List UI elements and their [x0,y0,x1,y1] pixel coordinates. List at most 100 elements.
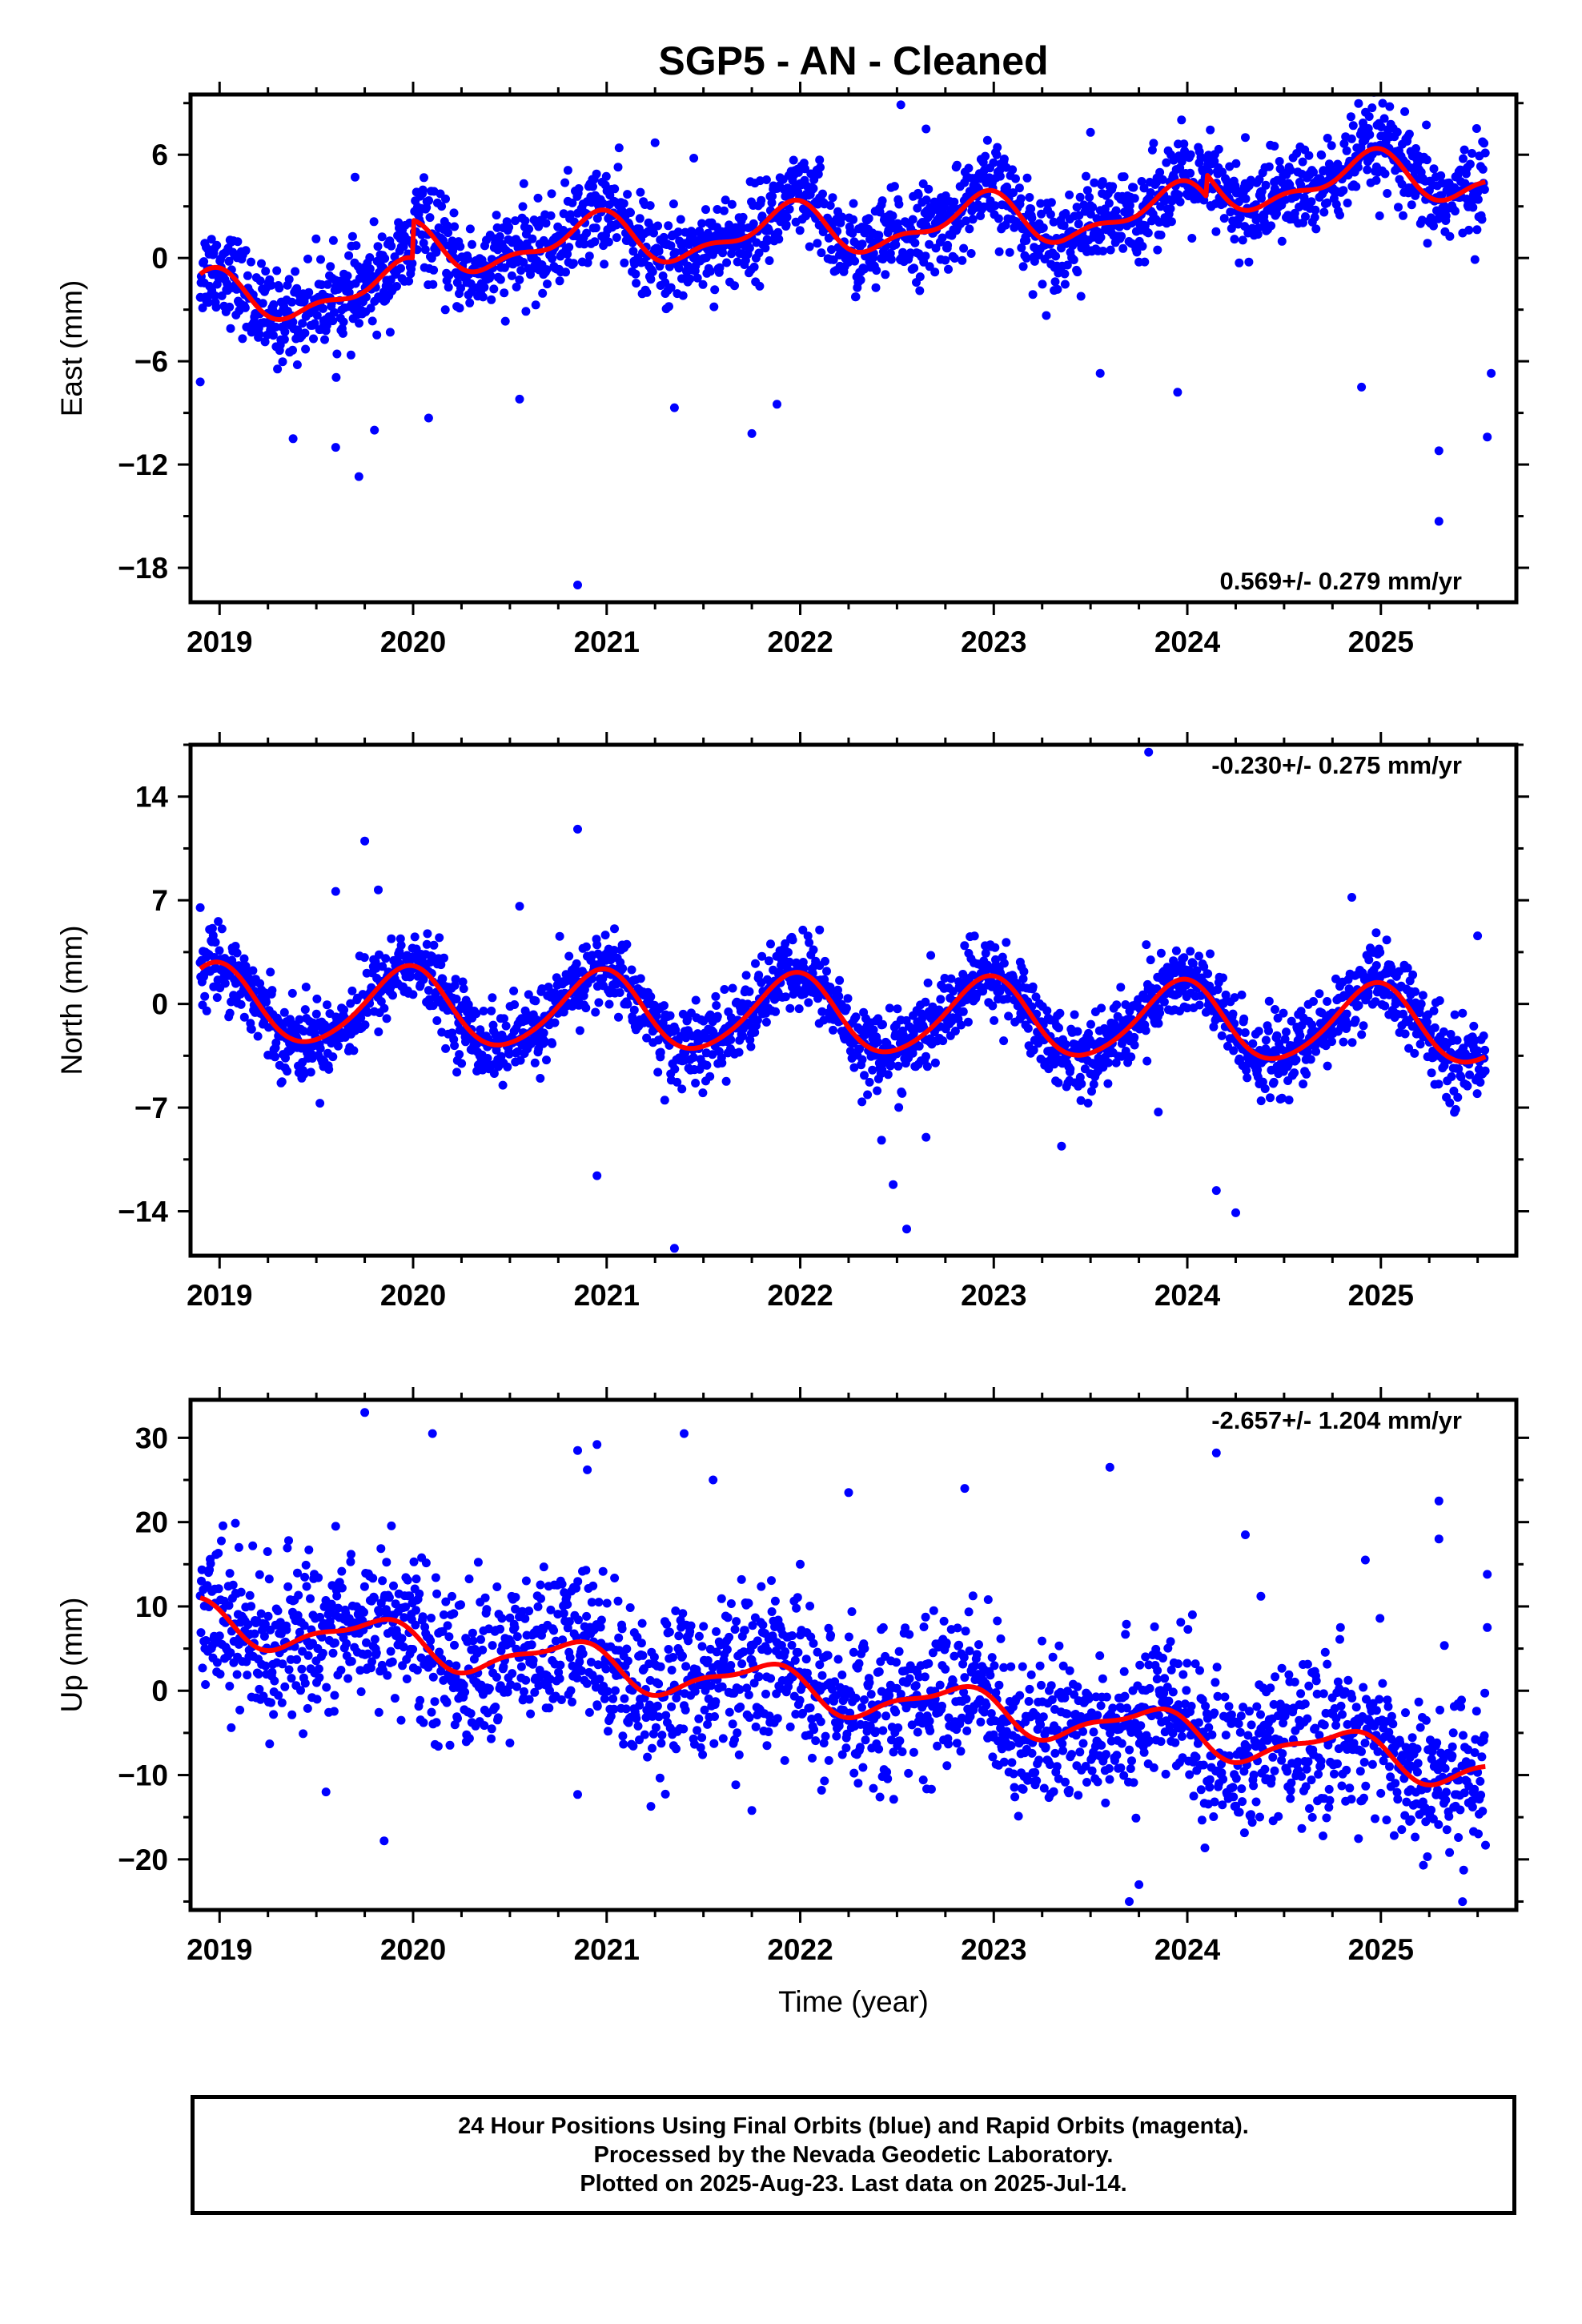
data-point [1075,192,1085,202]
data-point [1186,947,1195,956]
data-point [1121,1000,1130,1009]
data-point [232,948,242,958]
data-point [995,171,1005,181]
data-point [284,1665,294,1675]
data-point [299,1069,309,1079]
data-point [1347,1038,1357,1047]
data-point [702,1060,712,1070]
data-point [380,254,390,263]
y-axis-label: East (mm) [55,280,88,417]
data-point [524,990,533,999]
data-point [581,942,591,951]
data-point [210,291,219,300]
data-point [873,1086,882,1096]
data-point [322,1683,331,1692]
data-point [436,960,446,970]
y-tick-label: −18 [118,552,168,585]
data-point [543,279,552,289]
data-point [311,234,321,243]
data-point [715,263,725,272]
data-point [1018,262,1028,271]
data-point [1359,1021,1368,1031]
data-point [500,1014,508,1023]
data-point [444,283,453,292]
data-point [258,299,267,308]
data-point [1065,190,1074,199]
data-point [660,1001,669,1011]
data-point [1085,192,1094,202]
data-point [376,997,386,1007]
data-point [1242,1066,1251,1076]
data-point [990,943,1000,952]
data-point [733,257,742,267]
data-point [923,978,933,987]
data-point [1079,200,1089,210]
data-point [894,1103,904,1112]
data-point [921,997,930,1007]
data-point [1464,225,1474,235]
data-point [371,957,380,967]
data-point [656,1047,665,1057]
data-point [755,281,765,291]
data-point [1243,1073,1252,1083]
data-point [1042,311,1051,320]
data-point [451,975,460,984]
data-point [435,933,444,943]
data-point [318,1648,327,1658]
data-point [224,256,234,266]
data-point [1456,1072,1466,1082]
data-point [1280,1035,1290,1044]
data-point [628,247,638,256]
data-point [1380,1001,1390,1011]
data-point [388,991,397,1000]
data-point [1142,1056,1152,1066]
data-point [755,176,765,186]
data-point [1139,183,1149,193]
data-point [478,292,488,302]
data-point [362,1638,371,1647]
x-tick-label: 2024 [1154,1279,1221,1312]
data-point [581,1003,591,1013]
data-point [540,1037,550,1047]
data-point [1066,1064,1075,1074]
data-point [385,328,395,337]
data-point [878,1019,887,1029]
data-point [201,1680,211,1689]
outlier-point [331,443,340,452]
data-point [330,1691,339,1700]
data-point [452,1068,462,1077]
data-point [1254,223,1263,232]
x-tick-label: 2025 [1348,1279,1414,1312]
data-point [215,1670,225,1679]
data-point [247,1602,256,1611]
x-tick-label: 2023 [961,625,1026,658]
data-point [1301,212,1310,221]
plot-frame [188,742,1519,1258]
data-point [487,1006,496,1015]
data-points [195,747,1490,1253]
data-point [869,1025,878,1035]
data-point [1077,1079,1086,1088]
data-point [504,223,514,232]
data-point [217,924,227,934]
data-point [782,212,792,222]
data-point [1005,247,1014,257]
data-point [1097,1003,1106,1013]
data-point [618,963,628,973]
data-point [1086,1019,1095,1029]
data-point [324,1064,334,1074]
data-point [1423,1017,1431,1027]
data-point [1227,223,1236,233]
data-point [489,1069,499,1078]
outlier-point [921,1132,931,1142]
data-point [1453,1092,1463,1102]
data-point [1378,99,1387,108]
data-point [860,1071,869,1080]
data-point [762,975,772,984]
data-point [359,1582,369,1591]
data-point [1290,208,1299,218]
data-point [1158,175,1167,184]
data-point [1354,99,1363,108]
data-point [1480,139,1489,148]
data-point [452,995,461,1003]
